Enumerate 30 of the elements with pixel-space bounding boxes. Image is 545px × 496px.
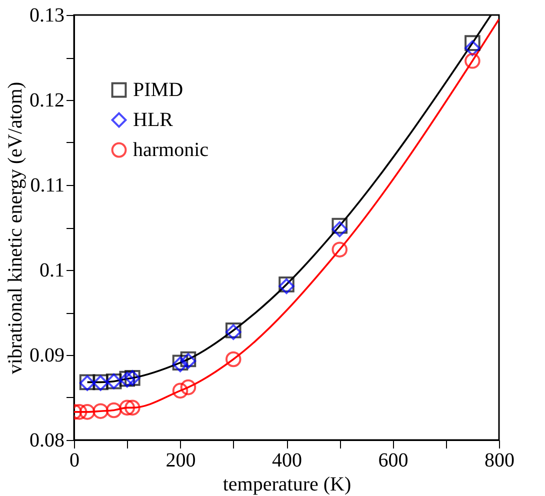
x-axis-title: temperature (K) [222,474,352,496]
x-tick-label: 0 [70,450,80,472]
point [332,218,348,234]
point [464,53,480,69]
x-tick-label: 800 [484,450,514,472]
y-tick-label: 0.12 [30,90,64,112]
y-tick-label: 0.1 [40,260,64,282]
point [332,221,348,238]
y-tick-label: 0.11 [30,174,64,196]
legend-label: HLR [133,109,174,131]
legend-label: PIMD [133,79,184,101]
x-tick-label: 600 [378,450,408,472]
point [464,40,480,56]
point [332,242,348,258]
x-tick-label: 200 [166,450,196,472]
point [225,351,242,368]
point [180,379,196,396]
point [119,400,136,416]
point [79,404,96,420]
point [124,400,140,416]
point [92,403,108,419]
point [172,382,188,399]
point [464,35,480,51]
y-tick-label: 0.13 [30,4,64,26]
y-tick-label: 0.09 [30,344,64,366]
legend-label: harmonic [133,139,209,161]
y-axis-title: vibrational kinetic energy (eV/atom) [4,82,26,374]
point [106,402,122,418]
x-tick-label: 400 [272,450,302,472]
y-tick-label: 0.08 [30,430,64,452]
